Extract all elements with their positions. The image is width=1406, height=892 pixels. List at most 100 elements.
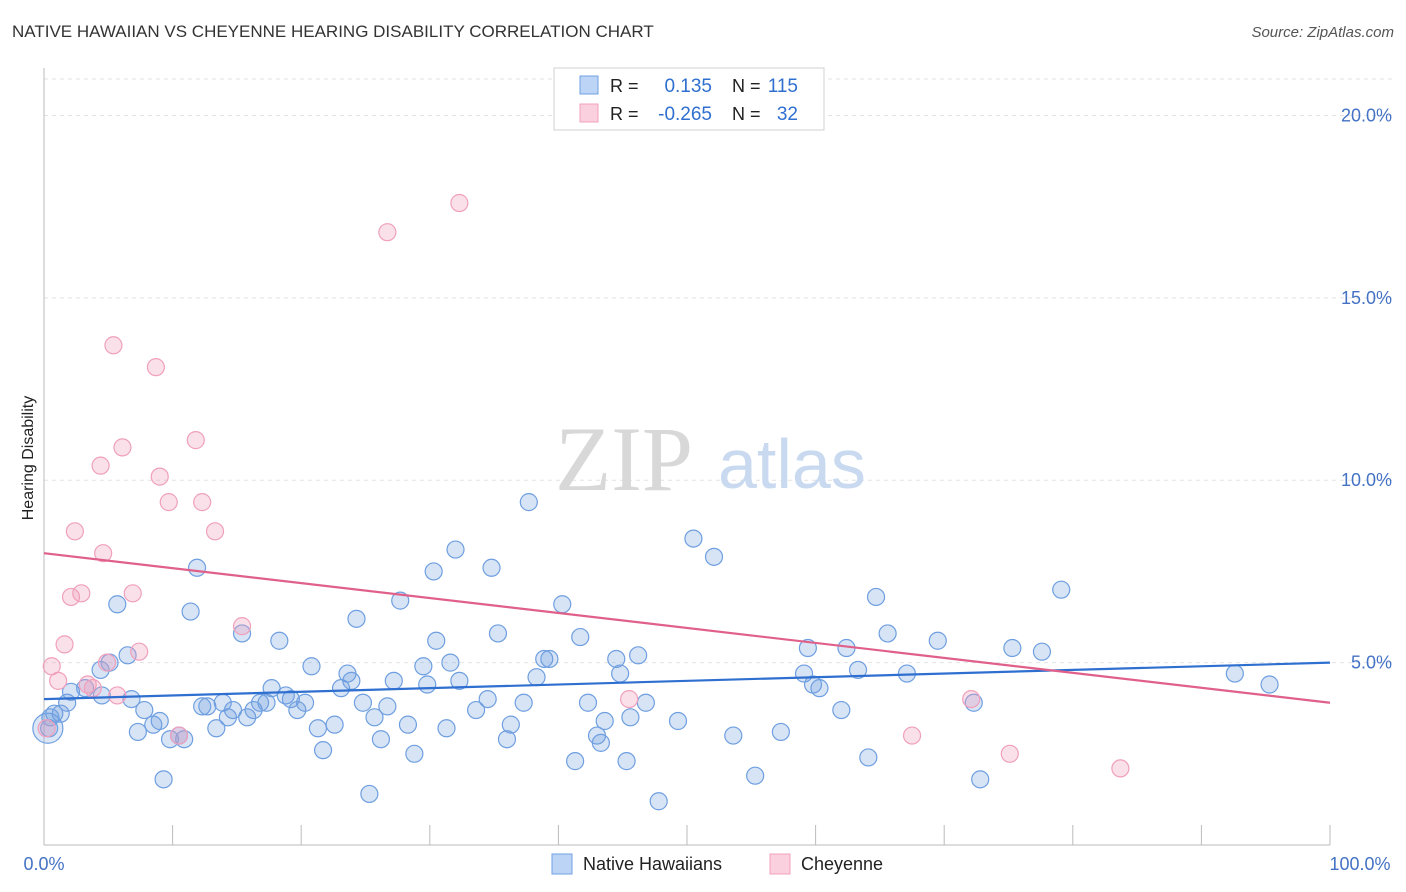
cheyenne-point-6 — [72, 584, 91, 603]
cheyenne-point-13 — [108, 686, 127, 705]
legend: R = 0.135 N = 115 R = -0.265 N = 32 — [553, 67, 825, 131]
gridlines — [44, 78, 1392, 664]
cheyenne-point-12 — [104, 336, 123, 355]
native-hawaiians-point-32 — [250, 693, 270, 712]
native-hawaiians-point-114 — [1260, 675, 1279, 694]
native-hawaiians-point-54 — [391, 591, 410, 610]
cheyenne-point-27 — [620, 689, 639, 709]
native-hawaiians-point-82 — [595, 711, 614, 731]
native-hawaiians-point-84 — [611, 664, 630, 683]
native-hawaiians-point-68 — [488, 624, 508, 643]
native-hawaiians-point-18 — [160, 730, 180, 749]
native-hawaiians-point-94 — [746, 766, 765, 785]
native-hawaiians-point-105 — [878, 624, 897, 643]
native-hawaiians-point-78 — [571, 627, 590, 647]
native-hawaiians-point-52 — [378, 697, 397, 716]
native-hawaiians-point-43 — [325, 715, 344, 734]
cheyenne-point-17 — [146, 358, 165, 377]
cheyenne-point-0 — [37, 719, 56, 738]
native-hawaiians-point-104 — [866, 587, 886, 607]
native-hawaiians-point-29 — [232, 624, 252, 643]
trend-lines — [43, 552, 1331, 704]
native-hawaiians-point-17 — [154, 770, 173, 789]
legend-swatch-pink — [579, 103, 599, 123]
bottom-legend-swatch-cheyenne — [769, 853, 791, 875]
native-hawaiians-point-48 — [353, 693, 373, 712]
native-hawaiians-point-42 — [313, 741, 333, 760]
native-hawaiians-point-86 — [621, 708, 640, 727]
native-hawaiians-point-99 — [810, 679, 829, 698]
native-hawaiians-point-83 — [607, 649, 626, 669]
native-hawaiians-point-25 — [207, 719, 226, 738]
native-hawaiians-point-cluster — [32, 712, 64, 744]
native-hawaiians-point-24 — [198, 697, 217, 716]
native-hawaiians-point-22 — [187, 558, 207, 577]
native-hawaiians-point-5 — [61, 682, 81, 701]
native-hawaiians-point-93 — [724, 726, 743, 745]
cheyenne-point-11 — [97, 653, 117, 672]
native-hawaiians-point-16 — [150, 711, 169, 731]
native-hawaiians-point-85 — [617, 752, 636, 771]
native-hawaiians-point-109 — [971, 770, 990, 789]
native-hawaiians-point-88 — [636, 693, 655, 712]
cheyenne-point-19 — [159, 493, 178, 512]
y-tick-label-5: 5.0% — [1351, 653, 1392, 673]
native-hawaiians-point-81 — [591, 733, 610, 752]
cheyenne-point-21 — [186, 431, 205, 450]
native-hawaiians-point-51 — [371, 730, 391, 749]
native-hawaiians-point-92 — [704, 547, 724, 566]
native-hawaiians-point-56 — [405, 744, 424, 763]
cheyenne-point-23 — [205, 522, 225, 541]
native-hawaiians-point-58 — [418, 675, 437, 694]
native-hawaiians-point-110 — [1003, 638, 1022, 658]
native-hawaiians-point-69 — [497, 730, 517, 749]
cheyenne-trend-line — [43, 552, 1331, 704]
native-hawaiians-point-73 — [527, 668, 546, 687]
cheyenne-point-4 — [61, 587, 81, 607]
cheyenne-point-8 — [83, 679, 102, 698]
legend-r-value-2: -0.265 — [658, 104, 712, 125]
native-hawaiians-point-75 — [540, 649, 559, 669]
native-hawaiians-point-55 — [398, 715, 418, 734]
native-hawaiians-point-62 — [441, 653, 460, 672]
cheyenne-point-15 — [123, 584, 142, 603]
cheyenne-point-30 — [1000, 744, 1019, 763]
legend-n-label-2: N = — [732, 104, 761, 124]
y-tick-labels: 5.0% 10.0% 15.0% 20.0% — [1341, 105, 1392, 672]
x-axis-ticks — [172, 825, 1331, 845]
native-hawaiians-point-12 — [122, 689, 141, 709]
legend-n-value-1: 115 — [768, 76, 798, 97]
native-hawaiians-point-90 — [668, 711, 688, 731]
legend-r-label-1: R = — [610, 76, 639, 96]
legend-r-value-1: 0.135 — [664, 76, 712, 97]
native-hawaiians-point-39 — [295, 693, 315, 712]
native-hawaiians-point-53 — [384, 671, 403, 690]
cheyenne-point-16 — [130, 642, 149, 661]
cheyenne-point-18 — [150, 467, 169, 486]
native-hawaiians-point-87 — [629, 646, 648, 665]
bottom-legend-swatch-native-hawaiians — [551, 853, 573, 875]
native-hawaiians-point-41 — [308, 719, 328, 738]
cheyenne-point-3 — [55, 635, 74, 654]
native-hawaiians-point-28 — [223, 700, 243, 720]
bottom-legend-label-native-hawaiians: Native Hawaiians — [583, 854, 722, 874]
legend-n-value-2: 32 — [777, 104, 798, 125]
native-hawaiians-point-35 — [270, 631, 289, 650]
chart-title: NATIVE HAWAIIAN VS CHEYENNE HEARING DISA… — [12, 22, 654, 41]
cheyenne-point-5 — [65, 522, 84, 541]
native-hawaiians-point-57 — [414, 657, 433, 676]
series-cheyenne-points — [37, 193, 1130, 778]
native-hawaiians-point-89 — [649, 792, 668, 811]
legend-box — [553, 67, 825, 131]
cheyenne-point-25 — [378, 223, 397, 242]
native-hawaiians-point-111 — [1032, 642, 1052, 661]
x-tick-label-min: 0.0% — [23, 854, 64, 874]
y-axis-label: Hearing Disability — [20, 396, 37, 521]
native-hawaiians-point-77 — [566, 752, 585, 771]
watermark-atlas: atlas — [718, 425, 866, 503]
y-tick-label-20: 20.0% — [1341, 105, 1392, 125]
native-hawaiians-point-79 — [578, 693, 598, 712]
native-hawaiians-point-46 — [342, 671, 361, 690]
native-hawaiians-point-102 — [848, 660, 868, 680]
native-hawaiians-point-10 — [108, 595, 127, 614]
